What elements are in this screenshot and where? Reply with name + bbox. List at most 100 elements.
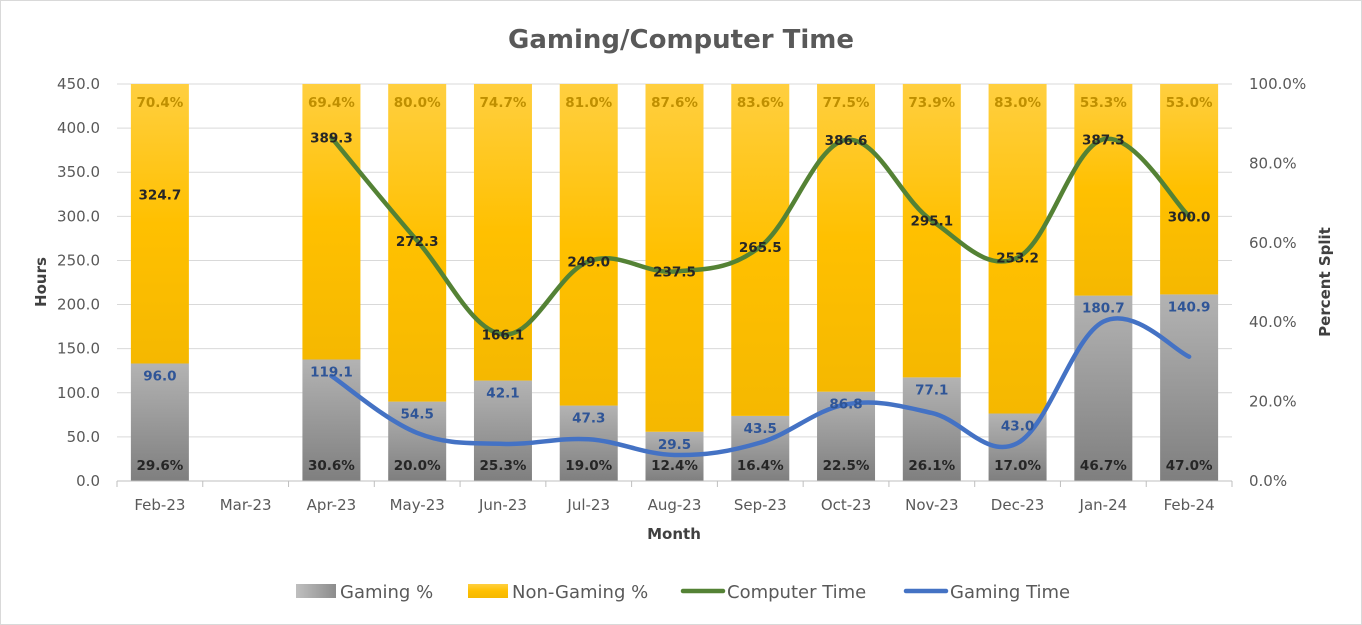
legend-item-non-gaming-pct: Non-Gaming % xyxy=(468,582,648,603)
label-non-gaming-pct: 83.0% xyxy=(994,95,1041,111)
label-gaming-time: 180.7 xyxy=(1082,301,1125,317)
label-non-gaming-pct: 83.6% xyxy=(737,95,784,111)
y2-tick-label: 60.0% xyxy=(1249,234,1297,252)
label-gaming-time: 43.0 xyxy=(1001,419,1034,435)
bar-non-gaming-pct xyxy=(473,84,532,381)
label-gaming-pct: 26.1% xyxy=(908,458,955,474)
label-computer-time: 295.1 xyxy=(910,214,953,230)
label-gaming-time: 96.0 xyxy=(143,368,176,384)
chart-title: Gaming/Computer Time xyxy=(508,25,854,55)
y-tick-label: 200.0 xyxy=(57,296,100,314)
label-non-gaming-pct: 80.0% xyxy=(394,95,441,111)
label-computer-time: 389.3 xyxy=(310,131,353,147)
x-tick-label: Aug-23 xyxy=(648,496,702,514)
x-tick-label: Feb-24 xyxy=(1164,496,1215,514)
bar-non-gaming-pct xyxy=(817,84,876,392)
y-tick-label: 350.0 xyxy=(57,163,100,181)
label-gaming-time: 43.5 xyxy=(744,421,777,437)
legend-label: Computer Time xyxy=(727,582,866,603)
legend-item-gaming-time: Gaming Time xyxy=(903,582,1070,603)
label-gaming-time: 140.9 xyxy=(1168,299,1211,315)
label-non-gaming-pct: 53.0% xyxy=(1166,95,1213,111)
label-gaming-pct: 19.0% xyxy=(565,458,612,474)
label-gaming-pct: 17.0% xyxy=(994,458,1041,474)
label-non-gaming-pct: 73.9% xyxy=(908,95,955,111)
bar-gaming-pct xyxy=(388,401,447,481)
label-gaming-pct: 30.6% xyxy=(308,458,355,474)
legend-swatch xyxy=(468,584,508,598)
bar-non-gaming-pct xyxy=(902,84,961,378)
label-non-gaming-pct: 69.4% xyxy=(308,95,355,111)
label-computer-time: 386.6 xyxy=(825,133,868,149)
y-tick-label: 100.0 xyxy=(57,384,100,402)
x-tick-label: Mar-23 xyxy=(220,496,272,514)
bars xyxy=(130,84,1219,481)
x-axis-title: Month xyxy=(647,525,701,543)
label-computer-time: 387.3 xyxy=(1082,132,1125,148)
legend-label: Gaming % xyxy=(340,582,433,603)
line-gaming-time xyxy=(329,316,1192,458)
label-gaming-pct: 16.4% xyxy=(737,458,784,474)
y2-axis-title: Percent Split xyxy=(1316,227,1334,337)
bar-non-gaming-pct xyxy=(645,84,704,432)
label-computer-time: 300.0 xyxy=(1168,209,1211,225)
label-gaming-time: 42.1 xyxy=(486,386,519,402)
x-tick-label: May-23 xyxy=(390,496,445,514)
label-gaming-time: 29.5 xyxy=(658,437,691,453)
x-tick-label: Jul-23 xyxy=(566,496,610,514)
label-computer-time: 272.3 xyxy=(396,234,439,250)
bar-non-gaming-pct xyxy=(559,84,618,406)
line-computer-time xyxy=(329,135,1192,337)
label-gaming-time: 47.3 xyxy=(572,411,605,427)
label-computer-time: 324.7 xyxy=(139,188,182,204)
bar-non-gaming-pct xyxy=(130,84,189,364)
x-tick-label: Oct-23 xyxy=(821,496,871,514)
legend: Gaming % Non-Gaming % Computer Time Gaming … xyxy=(296,582,1070,603)
label-gaming-pct: 47.0% xyxy=(1166,458,1213,474)
bar-non-gaming-pct xyxy=(302,84,361,360)
bar-non-gaming-pct xyxy=(1074,84,1133,296)
x-tick-label: Feb-23 xyxy=(134,496,185,514)
label-computer-time: 166.1 xyxy=(482,327,525,343)
legend-label: Non-Gaming % xyxy=(512,582,648,603)
bar-gaming-pct xyxy=(1074,295,1133,481)
label-gaming-pct: 29.6% xyxy=(136,458,183,474)
legend-item-computer-time: Computer Time xyxy=(680,582,866,603)
label-computer-time: 237.5 xyxy=(653,264,696,280)
y-tick-label: 450.0 xyxy=(57,75,100,93)
label-gaming-pct: 12.4% xyxy=(651,458,698,474)
bar-non-gaming-pct xyxy=(988,84,1047,414)
label-gaming-time: 77.1 xyxy=(915,382,948,398)
y-tick-label: 50.0 xyxy=(67,428,100,446)
series-lines xyxy=(329,135,1192,458)
x-tick-label: Dec-23 xyxy=(991,496,1045,514)
label-computer-time: 265.5 xyxy=(739,240,782,256)
label-non-gaming-pct: 81.0% xyxy=(565,95,612,111)
label-non-gaming-pct: 87.6% xyxy=(651,95,698,111)
y2-tick-label: 80.0% xyxy=(1249,154,1297,172)
x-tick-label: Jan-24 xyxy=(1079,496,1128,514)
label-computer-time: 253.2 xyxy=(996,251,1039,267)
y-tick-label: 400.0 xyxy=(57,119,100,137)
label-gaming-pct: 20.0% xyxy=(394,458,441,474)
legend-label: Gaming Time xyxy=(950,582,1070,603)
label-gaming-time: 119.1 xyxy=(310,365,353,381)
x-tick-label: Nov-23 xyxy=(905,496,958,514)
y2-tick-label: 40.0% xyxy=(1249,313,1297,331)
y2-tick-label: 100.0% xyxy=(1249,75,1306,93)
legend-item-gaming-pct: Gaming % xyxy=(296,582,433,603)
x-tick-label: Sep-23 xyxy=(734,496,787,514)
bar-gaming-pct xyxy=(902,377,961,481)
bar-gaming-pct xyxy=(302,359,361,481)
y-tick-label: 0.0 xyxy=(76,472,100,490)
label-gaming-pct: 46.7% xyxy=(1080,458,1127,474)
y-axis-title: Hours xyxy=(32,257,50,307)
bar-gaming-pct xyxy=(473,380,532,481)
label-non-gaming-pct: 70.4% xyxy=(136,95,183,111)
label-gaming-time: 86.8 xyxy=(829,397,862,413)
y-tick-label: 150.0 xyxy=(57,340,100,358)
label-non-gaming-pct: 77.5% xyxy=(823,95,870,111)
bar-gaming-pct xyxy=(1160,294,1219,481)
data-labels: 29.6% 70.4% 96.0 324.7 30.6% 69.4% 119.1 389.3 2… xyxy=(136,95,1213,474)
